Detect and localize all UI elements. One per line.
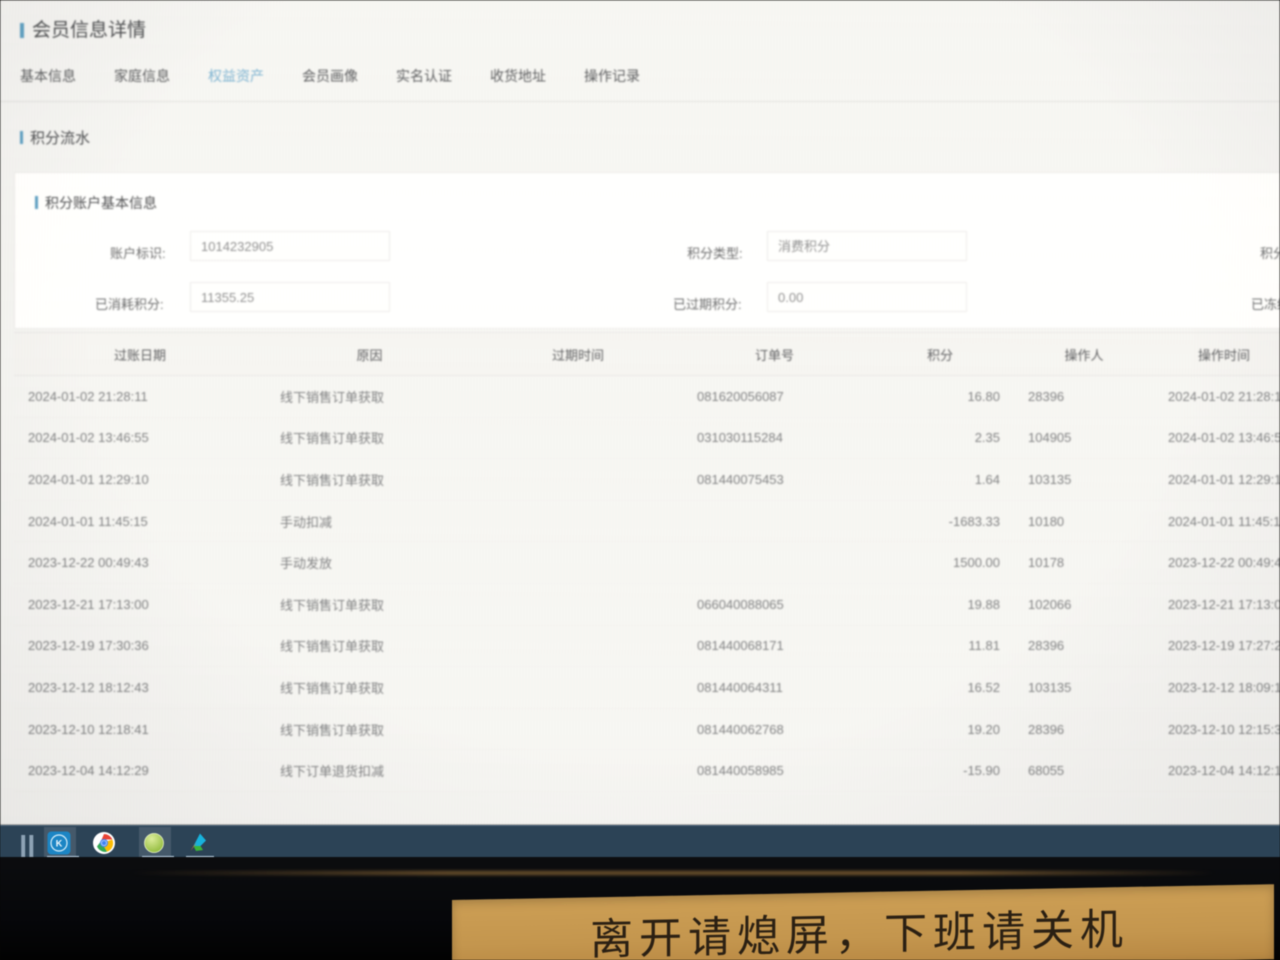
svg-text:K: K bbox=[56, 838, 63, 848]
